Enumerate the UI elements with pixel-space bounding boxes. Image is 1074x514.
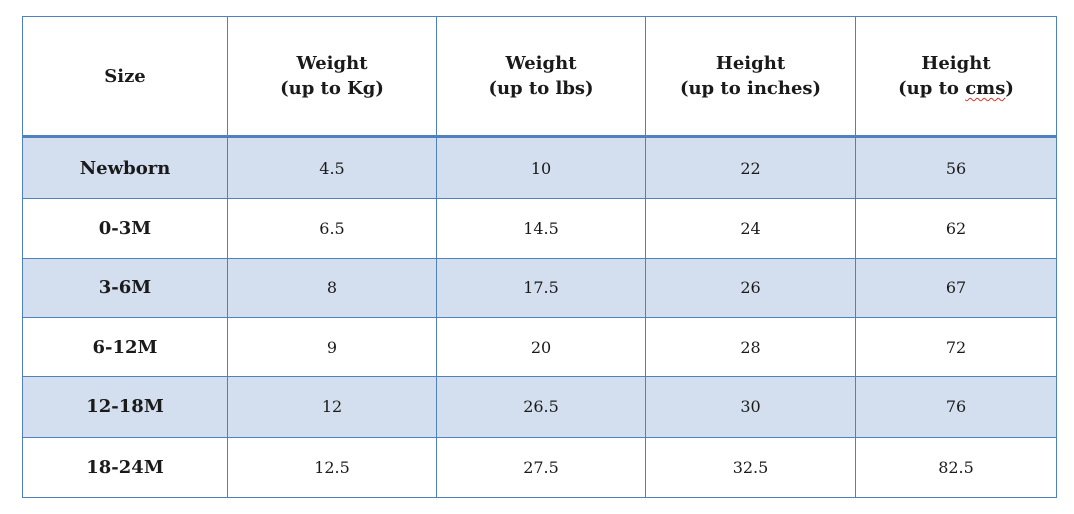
table-body: Newborn 4.5 10 22 56 0-3M 6.5 14.5 24 62… [22, 135, 1057, 499]
cell-height-inches: 22 [645, 135, 856, 200]
cell-height-cms: 62 [855, 198, 1057, 259]
cell-height-inches: 24 [645, 198, 856, 259]
spellcheck-word-cms: cms [965, 78, 1006, 99]
cell-size: 18-24M [22, 436, 228, 499]
header-height-cms: Height (up to cms) [855, 16, 1057, 138]
cell-weight-lbs: 27.5 [436, 436, 646, 499]
cell-size: 0-3M [22, 198, 228, 259]
cell-size: 12-18M [22, 376, 228, 438]
table-row: 0-3M 6.5 14.5 24 62 [22, 198, 1057, 259]
cell-weight-lbs: 17.5 [436, 257, 646, 319]
cell-height-cms: 76 [855, 376, 1057, 438]
table-row: Newborn 4.5 10 22 56 [22, 135, 1057, 200]
cell-height-inches: 28 [645, 316, 856, 378]
header-height-cms-title: Height [921, 53, 991, 74]
cell-weight-lbs: 26.5 [436, 376, 646, 438]
header-size: Size [22, 16, 228, 138]
header-size-label: Size [104, 65, 146, 87]
header-height-inches-title: Height [715, 53, 786, 74]
header-height-inches-unit: (up to inches) [679, 78, 822, 99]
header-weight-lbs: Weight (up to lbs) [436, 16, 646, 138]
table-header: Size Weight (up to Kg) Weight (up to lbs… [22, 16, 1057, 138]
cell-weight-kg: 8 [227, 257, 437, 319]
cell-weight-lbs: 10 [436, 135, 646, 200]
cell-height-cms: 56 [855, 135, 1057, 200]
cell-size: 3-6M [22, 257, 228, 319]
header-weight-lbs-title: Weight [505, 53, 577, 74]
cell-weight-lbs: 20 [436, 316, 646, 378]
cell-height-inches: 32.5 [645, 436, 856, 499]
cell-size: 6-12M [22, 316, 228, 378]
header-row: Size Weight (up to Kg) Weight (up to lbs… [22, 16, 1057, 138]
header-height-cms-unit-open: (up to [898, 78, 966, 99]
header-weight-kg-title: Weight [296, 53, 368, 74]
cell-weight-kg: 12 [227, 376, 437, 438]
cell-weight-kg: 4.5 [227, 135, 437, 200]
cell-weight-lbs: 14.5 [436, 198, 646, 259]
cell-weight-kg: 9 [227, 316, 437, 378]
table-row: 6-12M 9 20 28 72 [22, 316, 1057, 378]
header-weight-kg-unit: (up to Kg) [280, 78, 384, 99]
cell-height-cms: 72 [855, 316, 1057, 378]
cell-weight-kg: 6.5 [227, 198, 437, 259]
table-row: 12-18M 12 26.5 30 76 [22, 376, 1057, 438]
cell-height-cms: 67 [855, 257, 1057, 319]
table-row: 3-6M 8 17.5 26 67 [22, 257, 1057, 319]
cell-height-inches: 26 [645, 257, 856, 319]
cell-height-inches: 30 [645, 376, 856, 438]
header-height-cms-unit: (up to cms) [856, 76, 1056, 101]
header-weight-lbs-unit: (up to lbs) [488, 78, 594, 99]
cell-weight-kg: 12.5 [227, 436, 437, 499]
baby-size-chart-table: Size Weight (up to Kg) Weight (up to lbs… [22, 16, 1057, 499]
cell-size: Newborn [22, 135, 228, 200]
header-height-inches: Height (up to inches) [645, 16, 856, 138]
header-weight-kg: Weight (up to Kg) [227, 16, 437, 138]
table-row: 18-24M 12.5 27.5 32.5 82.5 [22, 436, 1057, 499]
header-height-cms-unit-close: ) [1005, 78, 1014, 99]
cell-height-cms: 82.5 [855, 436, 1057, 499]
